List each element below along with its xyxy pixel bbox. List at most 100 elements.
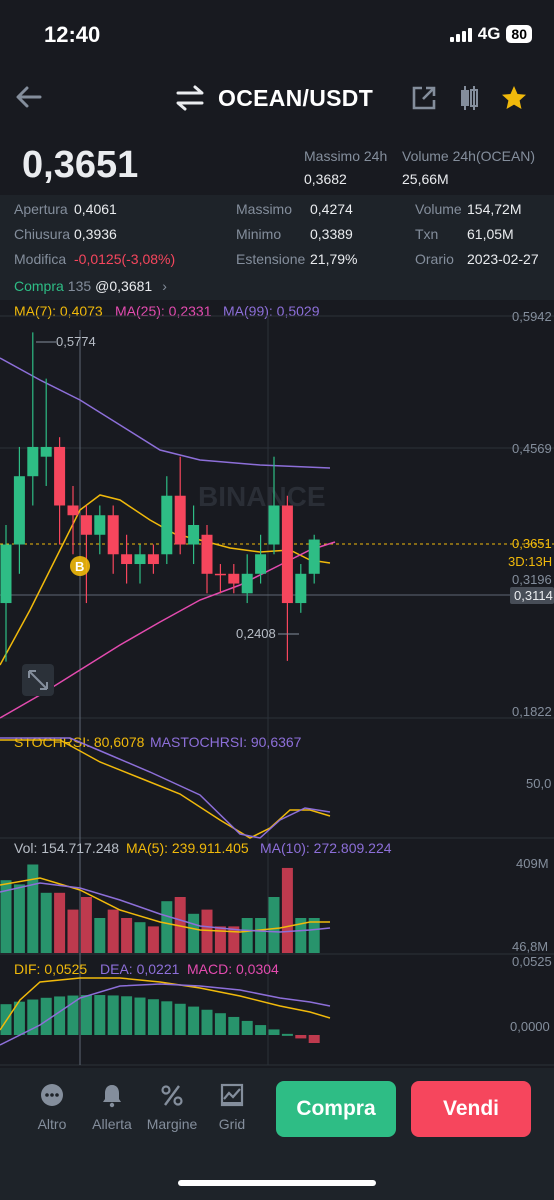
volume-bar xyxy=(121,918,133,953)
candle-body xyxy=(188,525,200,545)
candle-body xyxy=(80,515,92,535)
macd-bar xyxy=(308,1035,320,1043)
level-a-label: 0,3196 xyxy=(512,572,552,587)
tool-allerta-label: Allerta xyxy=(92,1116,132,1132)
macd-dif-label: DIF: 0,0525 xyxy=(14,961,87,977)
macd-bar xyxy=(107,995,119,1035)
chevron-right-icon: › xyxy=(162,278,167,294)
min-value: 0,3389 xyxy=(310,226,353,242)
macd-value-label: MACD: 0,0304 xyxy=(187,961,279,977)
range-value: 21,79% xyxy=(310,251,358,267)
tool-margine-label: Margine xyxy=(146,1116,198,1132)
volume-bar xyxy=(268,897,280,953)
share-icon[interactable] xyxy=(410,84,438,112)
volume-bar xyxy=(161,901,173,953)
kline-chart[interactable]: BINANCE 0,5774 0,2408 B 0,5942 0,4569 0,… xyxy=(0,300,554,1068)
tool-allerta[interactable]: Allerta xyxy=(82,1082,142,1132)
volume-bar xyxy=(80,897,92,953)
candle-body xyxy=(27,446,39,477)
volume-bar xyxy=(241,918,253,953)
level-b-label: 0,3114 xyxy=(514,588,553,603)
volume-bar xyxy=(228,926,240,953)
bell-icon xyxy=(103,1085,121,1108)
buy-button[interactable]: Compra xyxy=(276,1081,396,1137)
close-label: Chiusura xyxy=(14,226,71,242)
macd-bar xyxy=(13,1001,25,1035)
battery-indicator: 80 xyxy=(506,25,532,43)
volume-bar xyxy=(188,913,200,953)
back-arrow-icon[interactable] xyxy=(14,84,44,110)
axis-label-bottom: 0,1822 xyxy=(512,704,552,719)
high-24h-label: Massimo 24h xyxy=(304,148,388,164)
volume-bar xyxy=(201,909,213,953)
volume-bar xyxy=(94,918,106,953)
close-value: 0,3936 xyxy=(74,226,117,242)
pair-title[interactable]: OCEAN/USDT xyxy=(218,85,374,111)
candle-body xyxy=(0,544,12,604)
open-value: 0,4061 xyxy=(74,201,117,217)
volume-bar xyxy=(13,884,25,953)
candle-body xyxy=(54,446,66,506)
tool-altro-label: Altro xyxy=(37,1116,67,1132)
macd-bar xyxy=(67,995,79,1035)
candles-group xyxy=(0,332,320,662)
margin-percent-icon xyxy=(161,1085,183,1106)
last-price: 0,3651 xyxy=(22,144,139,186)
buy-marker-label: B xyxy=(75,559,84,574)
chart-mode-icon[interactable] xyxy=(455,84,483,112)
volume-bar xyxy=(308,918,320,953)
candle-body xyxy=(147,554,159,565)
tool-margine[interactable]: Margine xyxy=(142,1082,202,1132)
macd-bar xyxy=(54,996,66,1035)
macd-bar xyxy=(80,995,92,1035)
buy-price: @0,3681 xyxy=(95,278,153,294)
tool-altro[interactable]: Altro xyxy=(22,1082,82,1132)
axis-label-top: 0,5942 xyxy=(512,309,552,324)
volume-bar xyxy=(0,880,12,953)
macd-bar xyxy=(295,1035,307,1039)
candle-body xyxy=(107,515,119,555)
status-indicators: 4G 80 xyxy=(449,24,532,44)
macd-histogram xyxy=(0,995,320,1043)
macd-bar xyxy=(188,1006,200,1035)
tool-grid[interactable]: Grid xyxy=(202,1082,262,1132)
fullscreen-icon[interactable] xyxy=(22,664,54,696)
vol-ma5-label: MA(5): 239.911.405 xyxy=(126,840,249,856)
max-value: 0,4274 xyxy=(310,201,353,217)
mastochrsi-line xyxy=(0,737,331,839)
buy-marker[interactable] xyxy=(70,556,90,576)
candle-body xyxy=(40,446,52,457)
macd-bar xyxy=(0,1004,12,1035)
macd-bar xyxy=(281,1033,293,1036)
binance-watermark: BINANCE xyxy=(198,481,326,512)
ma99-label: MA(99): 0,5029 xyxy=(223,303,320,319)
ma25-line xyxy=(0,541,336,719)
more-icon xyxy=(41,1084,63,1106)
volume-bar xyxy=(147,926,159,953)
candle-body xyxy=(94,515,106,535)
stochrsi-line xyxy=(0,739,331,839)
vol-axis-top: 409M xyxy=(516,856,549,871)
buy-count: 135 xyxy=(67,278,92,294)
candle-body xyxy=(134,554,146,565)
tool-grid-label: Grid xyxy=(218,1116,246,1132)
txn-label: Txn xyxy=(415,226,439,242)
volume-label: Volume xyxy=(415,201,462,217)
crosshair-price-tag xyxy=(510,587,554,604)
volume-bar xyxy=(281,867,293,953)
candle-body xyxy=(295,573,307,604)
candle-body xyxy=(241,573,253,594)
signal-icon xyxy=(449,26,472,42)
home-indicator xyxy=(178,1180,376,1186)
time-value: 2023-02-27 xyxy=(467,251,539,267)
macd-dea-label: DEA: 0,0221 xyxy=(100,961,180,977)
buy-orders-row[interactable]: Compra 135 @0,3681 › xyxy=(14,278,167,294)
candle-body xyxy=(214,573,226,576)
sell-button[interactable]: Vendi xyxy=(411,1081,531,1137)
time-label: Orario xyxy=(415,251,454,267)
favorite-star-icon[interactable] xyxy=(500,84,528,112)
network-type: 4G xyxy=(477,24,501,43)
swap-pair-icon[interactable] xyxy=(174,84,206,112)
ma25-label: MA(25): 0,2331 xyxy=(115,303,212,319)
vol-ma5-line xyxy=(0,877,330,933)
